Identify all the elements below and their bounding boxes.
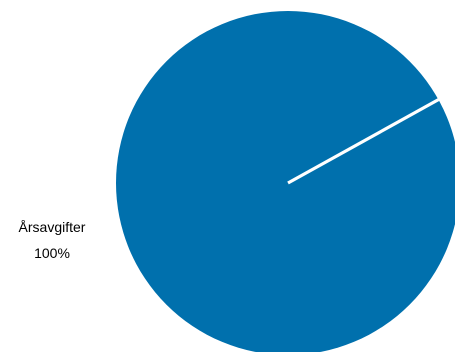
pie-slice-0 — [116, 11, 455, 352]
slice-label-percent: 100% — [34, 245, 70, 261]
slice-separator-line — [287, 97, 441, 185]
pie-slices — [116, 11, 455, 352]
slice-label-name: Årsavgifter — [19, 219, 86, 235]
